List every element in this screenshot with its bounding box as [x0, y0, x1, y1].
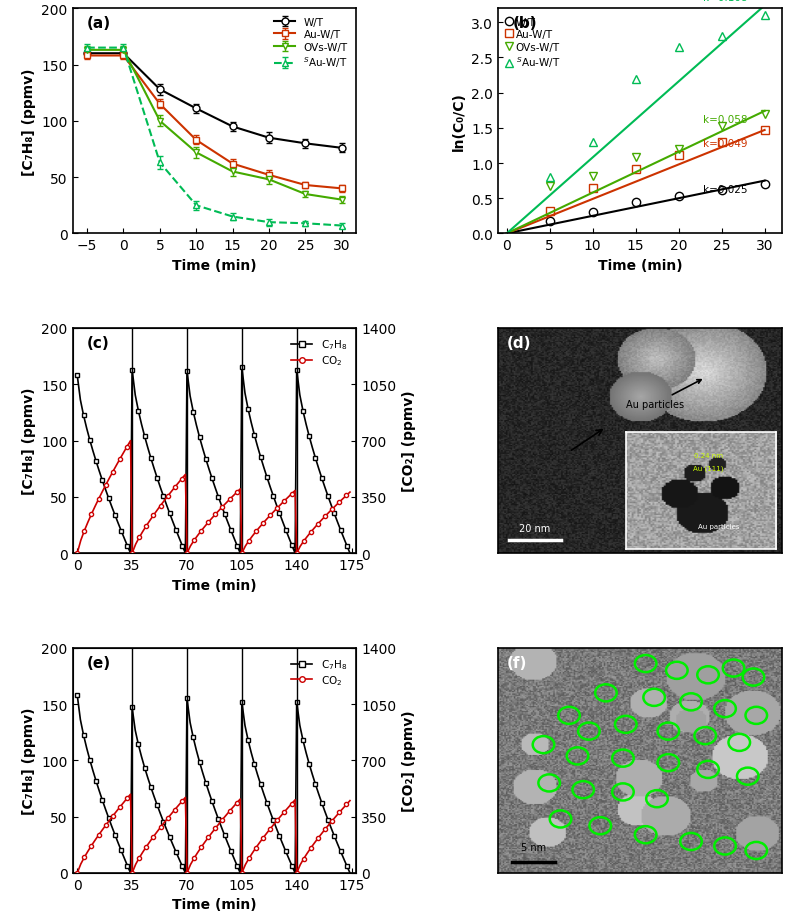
Legend: C$_7$H$_8$, CO$_2$: C$_7$H$_8$, CO$_2$ — [287, 653, 351, 691]
Text: (e): (e) — [87, 655, 111, 670]
Text: Au particles: Au particles — [625, 380, 701, 409]
Au-W/T — [588, 183, 597, 194]
Text: 20 nm: 20 nm — [519, 523, 550, 533]
Legend: W/T, Au-W/T, OVs-W/T, $^S$Au-W/T: W/T, Au-W/T, OVs-W/T, $^S$Au-W/T — [271, 15, 351, 74]
$^S$Au-W/T — [588, 137, 597, 148]
W/T — [588, 208, 597, 219]
Text: (f): (f) — [507, 655, 527, 670]
$^S$Au-W/T — [760, 11, 770, 22]
Y-axis label: [CO₂] (ppmv): [CO₂] (ppmv) — [402, 391, 416, 492]
X-axis label: Time (min): Time (min) — [172, 578, 256, 592]
Text: (d): (d) — [507, 335, 531, 350]
$^S$Au-W/T — [631, 74, 641, 85]
W/T — [631, 197, 641, 208]
Y-axis label: ln(C₀/C): ln(C₀/C) — [451, 92, 466, 151]
Au-W/T — [760, 125, 770, 136]
OVs-W/T — [674, 144, 683, 155]
Text: (b): (b) — [513, 16, 537, 31]
OVs-W/T — [760, 109, 770, 120]
Text: k=0.049: k=0.049 — [703, 140, 747, 149]
Line: $^S$Au-W/T: $^S$Au-W/T — [546, 12, 769, 182]
Y-axis label: [CO₂] (ppmv): [CO₂] (ppmv) — [402, 709, 416, 811]
W/T — [760, 179, 770, 190]
Text: k=0.058: k=0.058 — [703, 116, 747, 125]
Line: Au-W/T: Au-W/T — [546, 127, 769, 216]
X-axis label: Time (min): Time (min) — [598, 258, 682, 273]
Line: OVs-W/T: OVs-W/T — [546, 110, 769, 190]
$^S$Au-W/T — [674, 42, 683, 53]
Au-W/T — [631, 164, 641, 175]
OVs-W/T — [545, 181, 555, 192]
Text: k=0.108: k=0.108 — [703, 0, 747, 3]
OVs-W/T — [717, 122, 726, 133]
Text: (a): (a) — [87, 16, 111, 31]
Y-axis label: [C₇H₈] (ppmv): [C₇H₈] (ppmv) — [22, 388, 35, 494]
X-axis label: Time (min): Time (min) — [172, 898, 256, 912]
W/T — [717, 185, 726, 196]
Line: W/T: W/T — [546, 181, 769, 226]
OVs-W/T — [631, 153, 641, 164]
W/T — [674, 191, 683, 202]
OVs-W/T — [588, 171, 597, 182]
Legend: W/T, Au-W/T, OVs-W/T, $^S$Au-W/T: W/T, Au-W/T, OVs-W/T, $^S$Au-W/T — [503, 15, 563, 74]
Au-W/T — [717, 137, 726, 148]
Y-axis label: [C₇H₈] (ppmv): [C₇H₈] (ppmv) — [22, 68, 35, 176]
Legend: C$_7$H$_8$, CO$_2$: C$_7$H$_8$, CO$_2$ — [287, 334, 351, 372]
$^S$Au-W/T — [717, 32, 726, 43]
Y-axis label: [C₇H₈] (ppmv): [C₇H₈] (ppmv) — [22, 707, 35, 814]
Text: 5 nm: 5 nm — [521, 843, 546, 853]
W/T — [545, 216, 555, 227]
Text: (c): (c) — [87, 335, 110, 350]
Au-W/T — [545, 206, 555, 217]
Text: k=0.025: k=0.025 — [703, 185, 747, 195]
$^S$Au-W/T — [545, 173, 555, 184]
Au-W/T — [674, 150, 683, 161]
X-axis label: Time (min): Time (min) — [172, 258, 256, 273]
